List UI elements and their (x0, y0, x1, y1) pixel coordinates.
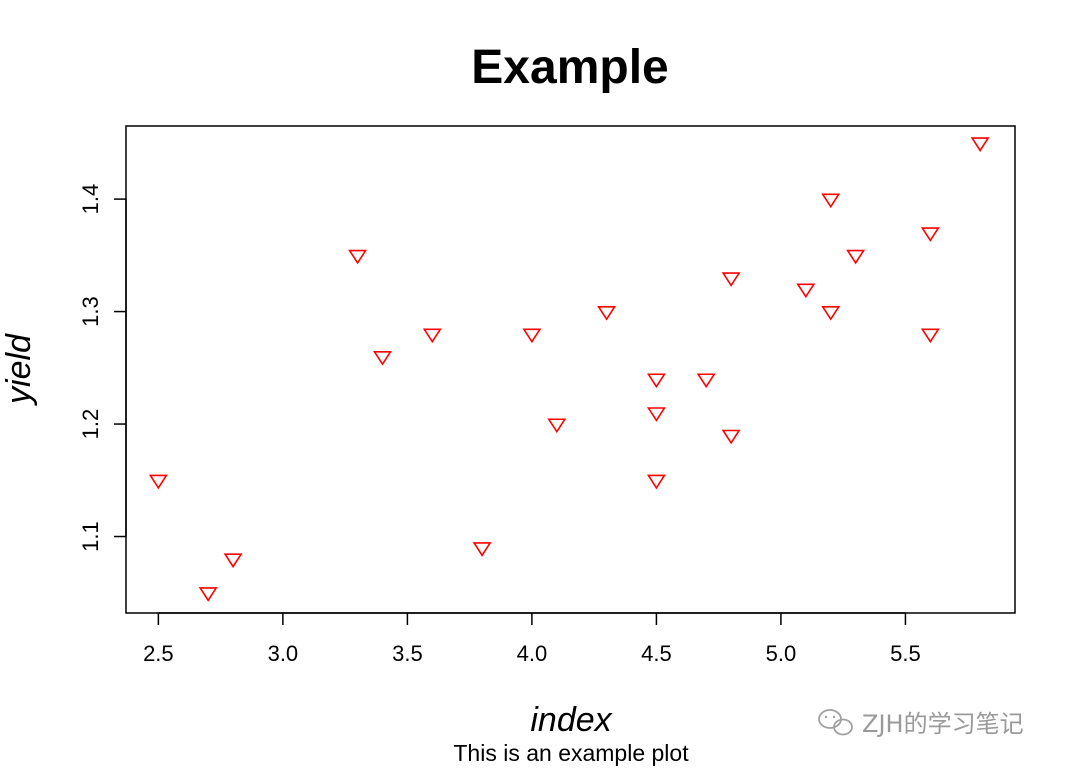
data-point (148, 474, 168, 490)
y-tick-label: 1.2 (78, 409, 103, 440)
data-point (796, 283, 816, 299)
x-axis: 2.5 3.0 3.5 4.0 4.5 5.0 5.5 (143, 612, 921, 666)
data-point (348, 249, 368, 265)
x-tick-label: 3.0 (268, 641, 299, 666)
data-point (422, 328, 442, 344)
data-point (920, 328, 940, 344)
data-point (373, 350, 392, 366)
watermark-text: ZJH的学习笔记 (862, 710, 1024, 738)
data-point (846, 249, 866, 265)
y-tick-label: 1.3 (78, 296, 103, 327)
data-point (696, 373, 716, 389)
x-tick-label: 4.5 (641, 641, 672, 666)
data-point (821, 193, 841, 209)
data-point (920, 227, 940, 242)
data-point (597, 305, 617, 321)
data-point (522, 328, 542, 344)
x-tick-label: 2.5 (143, 641, 174, 666)
y-axis: 1.1 1.2 1.3 1.4 (78, 184, 127, 552)
data-point (646, 407, 666, 422)
y-tick-label: 1.1 (78, 521, 103, 552)
data-point (970, 137, 990, 152)
data-point (821, 305, 841, 321)
data-point (472, 542, 492, 557)
data-point (721, 429, 741, 445)
watermark: ZJH的学习笔记 (818, 709, 1024, 738)
x-tick-label: 5.0 (766, 641, 797, 666)
data-point (646, 373, 666, 389)
y-tick-label: 1.4 (78, 184, 103, 215)
data-point (223, 553, 243, 569)
chart-title: Example (471, 41, 668, 94)
data-point (646, 474, 666, 490)
x-axis-label: index (530, 701, 612, 739)
x-tick-label: 3.5 (392, 641, 423, 666)
data-points (148, 137, 990, 602)
data-point (198, 587, 218, 602)
x-tick-label: 5.5 (890, 641, 921, 666)
chart-subtitle: This is an example plot (453, 740, 689, 766)
data-point (547, 418, 567, 434)
y-axis-label: yield (0, 333, 38, 406)
wechat-icon (818, 709, 853, 736)
x-tick-label: 4.0 (517, 641, 548, 666)
data-point (721, 272, 741, 287)
